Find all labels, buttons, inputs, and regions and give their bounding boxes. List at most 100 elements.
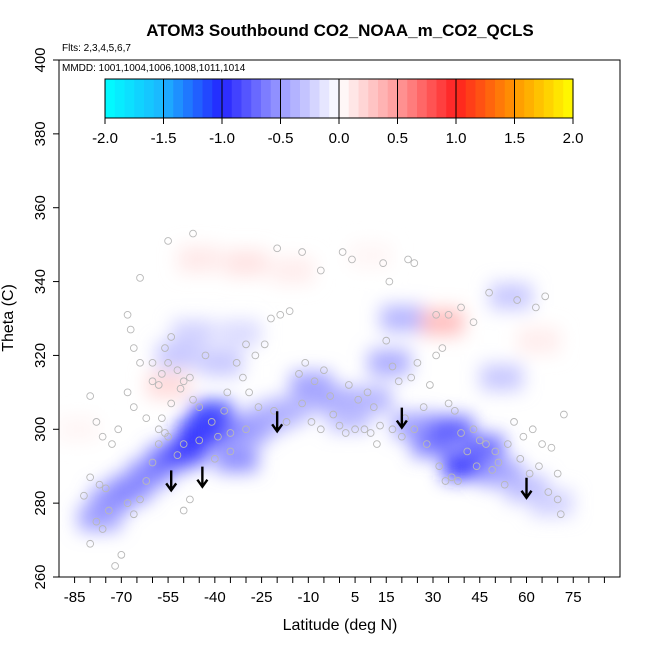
sample-point <box>195 436 204 445</box>
colorbar-segment <box>456 79 467 118</box>
arrows-layer <box>165 407 533 500</box>
sample-point <box>310 377 319 386</box>
heatmap-cell <box>368 349 411 376</box>
sample-point <box>457 429 465 437</box>
colorbar-segment <box>485 79 496 118</box>
sample-points-layer <box>80 229 568 570</box>
sample-point <box>189 229 197 238</box>
sample-point <box>242 425 250 434</box>
colorbar-segment <box>339 79 350 118</box>
sample-point <box>276 310 285 319</box>
colorbar-segment <box>524 79 535 118</box>
sample-point <box>354 395 363 404</box>
sample-point <box>164 432 172 441</box>
sample-point <box>273 244 282 253</box>
sample-point <box>422 440 431 448</box>
sample-point <box>544 488 553 496</box>
sample-point <box>335 421 344 430</box>
heatmap-cell <box>271 257 314 284</box>
direction-arrow <box>271 411 284 434</box>
colorbar-tick-label: -1.0 <box>209 130 235 147</box>
sample-point <box>345 381 353 389</box>
sample-point <box>298 248 306 256</box>
colorbar-segment <box>534 79 545 118</box>
sample-point <box>547 443 556 452</box>
y-tick-label: 320 <box>32 343 49 368</box>
sample-point <box>95 480 104 489</box>
colorbar-segment <box>105 79 116 118</box>
sample-point <box>503 440 512 448</box>
sample-point <box>214 432 222 441</box>
sample-point <box>510 418 518 426</box>
colorbar-segment <box>192 79 204 118</box>
sample-point <box>126 325 135 334</box>
colorbar-tick-label: 2.0 <box>563 130 584 147</box>
sample-point <box>86 539 95 548</box>
sample-point <box>189 395 197 404</box>
sample-point <box>186 373 194 382</box>
sample-point <box>553 469 562 478</box>
heatmap-cell <box>200 349 243 376</box>
sample-point <box>556 510 565 519</box>
sample-point <box>282 418 291 426</box>
sample-point <box>114 425 123 434</box>
sample-point <box>123 310 132 319</box>
x-tick-label: -55 <box>157 589 179 606</box>
sample-point <box>195 403 204 411</box>
colorbar-segment <box>319 79 330 118</box>
sample-point <box>173 366 182 375</box>
colorbar-segment <box>514 79 525 118</box>
heatmap-cell <box>172 320 215 347</box>
sample-point <box>111 562 119 570</box>
sample-point <box>316 425 325 434</box>
sample-point <box>326 392 335 400</box>
y-tick-label: 360 <box>32 195 49 220</box>
sample-point <box>413 358 422 367</box>
sample-point <box>270 406 278 415</box>
y-tick-label: 260 <box>32 564 49 589</box>
direction-arrow <box>395 407 408 430</box>
sample-point <box>516 454 525 463</box>
sample-point <box>164 358 172 367</box>
sample-point <box>376 421 384 430</box>
sample-point <box>363 388 372 397</box>
heatmap-cell <box>178 246 221 273</box>
x-tick-label: -10 <box>297 589 319 606</box>
colorbar-segment <box>153 79 165 118</box>
sample-point <box>158 370 166 378</box>
sample-point <box>379 259 387 267</box>
direction-arrow <box>196 466 209 489</box>
sample-point <box>301 358 310 367</box>
heatmap-layer <box>59 242 573 531</box>
sample-point <box>105 506 113 515</box>
sample-point <box>475 436 484 445</box>
colorbar-segment <box>426 79 438 118</box>
sample-point <box>158 414 166 423</box>
heatmap-cell <box>147 371 190 398</box>
sample-point <box>136 495 144 504</box>
colorbar-segment <box>543 79 555 118</box>
colorbar-tick-label: -0.5 <box>268 130 294 147</box>
sample-point <box>232 358 241 367</box>
heatmap-cell <box>265 397 308 424</box>
dates-note: MMDD: 1001,1004,1006,1008,1011,1014 <box>62 63 246 74</box>
sample-point <box>101 484 110 493</box>
sample-point <box>86 392 95 400</box>
colorbar-segment <box>553 79 564 118</box>
heatmap-cell <box>59 416 99 443</box>
colorbar-segment <box>270 79 282 118</box>
sample-point <box>519 432 528 441</box>
sample-point <box>485 288 493 297</box>
sample-point <box>438 344 447 352</box>
sample-point <box>366 429 375 437</box>
colorbar-segment <box>251 79 262 118</box>
colorbar-tick-label: 0.5 <box>387 130 408 147</box>
heatmap-cell <box>225 250 267 277</box>
sample-point <box>123 499 132 507</box>
sample-point <box>242 340 250 349</box>
colorbar-tick-label: 1.5 <box>504 130 525 147</box>
x-tick-label: -85 <box>64 589 86 606</box>
colorbar-segment <box>358 79 369 118</box>
x-tick-label: 45 <box>471 589 488 606</box>
sample-point <box>108 440 116 448</box>
